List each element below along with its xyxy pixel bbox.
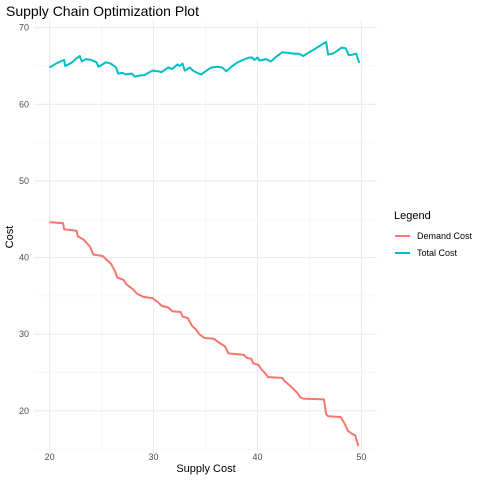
- tick-labels: 20 30 40 50 20 30 40 50 60 70: [19, 23, 366, 462]
- y-tick-label: 70: [19, 23, 29, 33]
- x-tick-label: 40: [252, 452, 262, 462]
- y-tick-label: 20: [19, 406, 29, 416]
- series-lines: [49, 41, 361, 447]
- x-tick-label: 20: [45, 452, 55, 462]
- legend-title: Legend: [394, 210, 431, 222]
- series-line-total-cost: [49, 41, 361, 78]
- y-tick-label: 50: [19, 176, 29, 186]
- y-tick-label: 40: [19, 253, 29, 263]
- x-axis-title: Supply Cost: [176, 463, 235, 475]
- legend-label-demand-cost: Demand Cost: [417, 231, 473, 241]
- y-axis-title: Cost: [4, 226, 16, 249]
- series-line-demand-cost: [49, 221, 360, 447]
- legend: Legend Demand Cost Total Cost: [394, 210, 473, 258]
- x-tick-label: 30: [149, 452, 159, 462]
- x-tick-label: 50: [356, 452, 366, 462]
- y-tick-label: 30: [19, 329, 29, 339]
- gridlines: [34, 20, 377, 453]
- y-tick-label: 60: [19, 99, 29, 109]
- chart-title: Supply Chain Optimization Plot: [6, 3, 199, 19]
- legend-label-total-cost: Total Cost: [417, 248, 458, 258]
